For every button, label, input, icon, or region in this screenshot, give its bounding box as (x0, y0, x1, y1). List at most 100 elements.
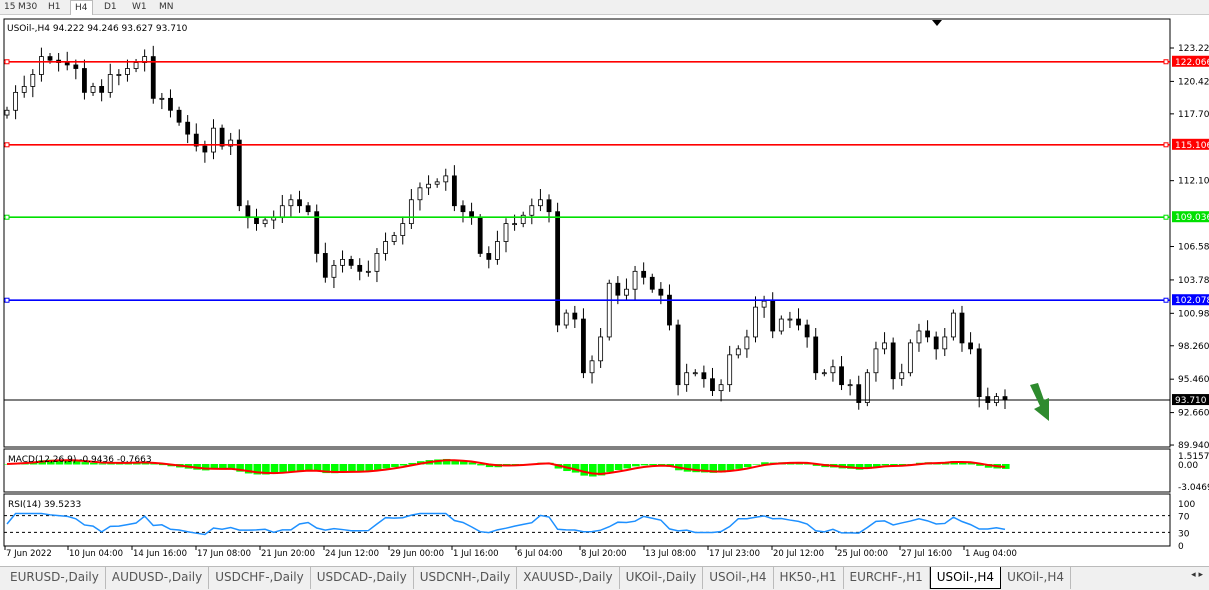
chart-tab[interactable]: USOil-,H4 (929, 567, 1002, 589)
macd-bar (958, 461, 967, 465)
macd-bar (589, 464, 597, 477)
date-tick-label: 1 Aug 04:00 (965, 549, 1017, 559)
candle-body (701, 372, 707, 380)
candle-body (236, 139, 242, 207)
hline-handle (1163, 59, 1169, 65)
macd-bar (700, 464, 709, 473)
candle-body (116, 74, 122, 76)
candle-body (133, 62, 139, 69)
price-chart[interactable]: 123.220 120.420 117.700 112.100 106.580 103.7… (0, 18, 1209, 564)
price-label: 122.066 (1175, 58, 1209, 68)
macd-bar (339, 464, 348, 473)
tab-scroll-arrows[interactable]: ◂ ▸ (1191, 570, 1203, 580)
candle-body (185, 121, 191, 135)
candle-body (563, 312, 569, 326)
candle-body (331, 264, 337, 278)
macd-tick: -3.0469 (1178, 483, 1209, 493)
rsi-pane (3, 493, 1171, 547)
candle-body (529, 205, 535, 216)
chart-tab[interactable]: USOil-,H4 (703, 567, 774, 589)
candle-body (494, 241, 500, 260)
chart-tab[interactable]: USDCAD-,Daily (311, 567, 414, 589)
macd-bar (855, 464, 864, 470)
candle-body (340, 258, 345, 266)
macd-bar (485, 464, 494, 468)
candle-body (262, 219, 268, 225)
candle-body (391, 235, 397, 242)
price-label: 115.106 (1175, 141, 1209, 151)
candle-body (615, 282, 621, 296)
hline-handle (1163, 214, 1169, 220)
candle-body (821, 372, 827, 375)
chart-tab[interactable]: USDCHF-,Daily (209, 567, 311, 589)
macd-bar (872, 464, 881, 467)
macd-bar (752, 464, 761, 465)
candle-body (374, 253, 380, 272)
chart-tab[interactable]: EURUSD-,Daily (4, 567, 106, 589)
price-label-bg (1172, 394, 1209, 406)
chart-tab[interactable]: HK50-,H1 (774, 567, 844, 589)
candle-body (176, 109, 182, 123)
timeframe-toolbar: 15 M30 H1 H4 D1 W1 MN (0, 0, 1209, 15)
candle-body (107, 74, 113, 93)
macd-bar (287, 464, 296, 472)
candle-body (649, 276, 655, 290)
candle-body (950, 312, 956, 338)
timeframe-M30[interactable]: M30 (18, 2, 38, 12)
hline-handle (1163, 297, 1169, 303)
chart-tab[interactable]: UKOil-,Daily (620, 567, 704, 589)
candle-body (477, 217, 483, 254)
price-tick-label: 117.700 (1178, 110, 1209, 120)
macd-bar (348, 464, 356, 473)
chart-tab[interactable]: EURCHF-,H1 (844, 567, 930, 589)
main-pane (3, 18, 1171, 448)
macd-bar (227, 464, 236, 470)
candle-body (658, 288, 664, 296)
macd-bar (761, 462, 769, 465)
date-tick-label: 7 Jun 2022 (6, 549, 52, 559)
candle-body (778, 318, 784, 332)
candle-body (288, 199, 294, 207)
macd-bar (262, 464, 270, 475)
candle-body (4, 109, 10, 116)
timeframe-15[interactable]: 15 (4, 2, 16, 12)
macd-bar (391, 464, 399, 468)
chart-tab[interactable]: USDCNH-,Daily (414, 567, 518, 589)
candle-body (47, 56, 53, 61)
candle-body (202, 145, 208, 153)
candle-body (219, 127, 225, 147)
candle-body (641, 270, 647, 278)
candle-body (486, 253, 492, 260)
macd-bar (649, 464, 657, 466)
price-tick-label: 112.100 (1178, 177, 1209, 187)
timeframe-H4[interactable]: H4 (70, 0, 93, 15)
macd-bar (468, 462, 477, 465)
candle-body (606, 282, 612, 338)
candle-body (254, 217, 259, 225)
chart-tab[interactable]: UKOil-,H4 (1001, 567, 1071, 589)
candle-body (546, 199, 552, 213)
candle-body (692, 372, 698, 375)
chart-tab[interactable]: AUDUSD-,Daily (106, 567, 210, 589)
macd-bar (580, 464, 589, 476)
macd-bar (726, 464, 735, 471)
macd-bar (236, 464, 244, 472)
macd-bar (709, 464, 718, 473)
candle-body (735, 348, 741, 356)
candle-body (538, 199, 543, 207)
price-tick-label: 103.780 (1178, 276, 1209, 286)
candle-body (968, 342, 973, 350)
price-label-bg (1172, 211, 1209, 223)
timeframe-D1[interactable]: D1 (104, 2, 117, 12)
price-tick-label: 123.220 (1178, 44, 1209, 54)
shift-marker-icon (932, 20, 942, 26)
rsi-tick: 70 (1178, 513, 1190, 523)
candle-body (443, 175, 449, 183)
timeframe-MN[interactable]: MN (159, 2, 174, 12)
candle-body (21, 86, 27, 93)
timeframe-W1[interactable]: W1 (132, 2, 147, 12)
macd-bar (330, 464, 339, 474)
chart-tab[interactable]: XAUUSD-,Daily (517, 567, 620, 589)
candle-body (847, 384, 853, 387)
timeframe-H1[interactable]: H1 (48, 2, 61, 12)
